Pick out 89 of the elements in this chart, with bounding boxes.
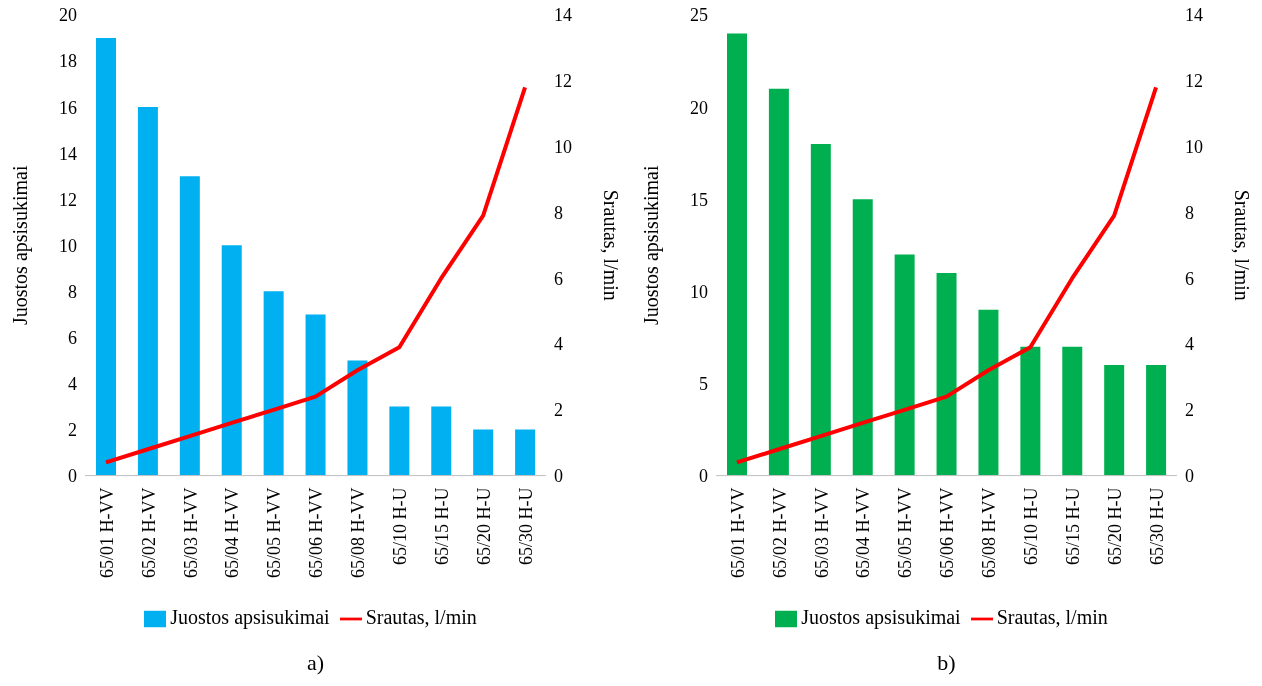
y-tick-label: 2 [68, 419, 77, 440]
x-tick-label: 65/15 H-U [1063, 487, 1084, 566]
y2-axis-title: Srautas, l/min [1230, 189, 1253, 301]
text: b) [936, 650, 957, 676]
x-tick-label: 65/06 H-VV [937, 487, 958, 579]
bar [305, 314, 326, 476]
bar [1104, 365, 1125, 476]
legend-label: Juostos apsisukimai [170, 605, 330, 628]
x-tick-label: 65/02 H-VV [769, 487, 790, 579]
x-tick-label: 65/01 H-VV [727, 487, 748, 579]
y-tick-label: 20 [59, 5, 77, 26]
x-tick-label: 65/08 H-VV [979, 487, 1000, 579]
y2-tick-label: 0 [1185, 465, 1194, 486]
bar [263, 291, 284, 476]
x-tick-label: 65/06 H-VV [306, 487, 327, 579]
legend-label: Juostos apsisukimai [801, 605, 961, 628]
y-tick-label: 10 [690, 281, 708, 302]
y-tick-label: 10 [59, 235, 77, 256]
y-tick-label: 4 [68, 373, 77, 394]
y-tick-label: 12 [59, 189, 77, 210]
y2-tick-label: 4 [1185, 334, 1194, 355]
x-tick-label: 65/04 H-VV [853, 487, 874, 579]
x-tick-label: 65/10 H-U [390, 487, 411, 566]
bar [1146, 365, 1167, 476]
bar [978, 309, 999, 476]
x-tick-label: 65/20 H-U [1104, 487, 1125, 566]
bar [852, 199, 873, 476]
x-tick-label: 65/30 H-U [515, 487, 536, 566]
bar [894, 254, 915, 476]
x-tick-label: 65/03 H-VV [811, 487, 832, 579]
y2-tick-label: 2 [1185, 400, 1194, 421]
bar [473, 429, 494, 476]
x-tick-label: 65/01 H-VV [96, 487, 117, 579]
bar [221, 245, 242, 476]
y2-tick-label: 6 [554, 268, 563, 289]
y2-tick-label: 10 [554, 136, 572, 157]
bar [431, 406, 452, 476]
y-axis-title: Juostos apsisukimai [640, 165, 664, 326]
y-axis-title: Juostos apsisukimai [9, 165, 33, 326]
y2-tick-label: 12 [1185, 71, 1203, 92]
x-tick-label: 65/15 H-U [432, 487, 453, 566]
x-tick-label: 65/03 H-VV [180, 487, 201, 579]
line-series [734, 85, 1159, 465]
bar [96, 38, 116, 476]
y-tick-label: 8 [68, 281, 77, 302]
bar [936, 272, 957, 476]
y-tick-label: 0 [699, 465, 708, 486]
y-tick-label: 16 [59, 97, 77, 118]
bar [179, 176, 200, 476]
y-tick-label: 18 [59, 51, 77, 72]
y-tick-label: 15 [690, 189, 708, 210]
y-tick-label: 14 [59, 143, 77, 164]
y-tick-label: 25 [690, 5, 708, 26]
x-tick-label: 65/30 H-U [1146, 487, 1167, 566]
line-series [103, 85, 528, 465]
y-tick-label: 20 [690, 97, 708, 118]
legend-label: Srautas, l/min [365, 605, 477, 628]
y2-tick-label: 4 [554, 334, 563, 355]
x-tick-label: 65/05 H-VV [264, 487, 285, 579]
x-tick-label: 65/05 H-VV [895, 487, 916, 579]
text: a) [305, 650, 326, 676]
y-tick-label: 0 [68, 465, 77, 486]
y2-tick-label: 8 [1185, 202, 1194, 223]
y-tick-label: 5 [699, 373, 708, 394]
bar [1020, 346, 1041, 476]
y2-tick-label: 8 [554, 202, 563, 223]
x-tick-label: 65/20 H-U [473, 487, 494, 566]
y2-tick-label: 12 [554, 71, 572, 92]
x-tick-label: 65/04 H-VV [222, 487, 243, 579]
y2-axis-title: Srautas, l/min [599, 189, 622, 301]
y2-tick-label: 2 [554, 400, 563, 421]
y2-tick-label: 10 [1185, 136, 1203, 157]
bar [768, 88, 789, 476]
bar [137, 107, 158, 476]
x-tick-label: 65/02 H-VV [138, 487, 159, 579]
bar [1062, 346, 1083, 476]
bar [347, 360, 368, 476]
bar [727, 33, 747, 476]
x-tick-label: 65/08 H-VV [348, 487, 369, 579]
legend-label: Srautas, l/min [996, 605, 1108, 628]
bar [515, 429, 536, 476]
y2-tick-label: 14 [554, 5, 572, 26]
y-tick-label: 6 [68, 327, 77, 348]
bar [389, 406, 410, 476]
bar [810, 143, 831, 476]
y2-tick-label: 6 [1185, 268, 1194, 289]
y2-tick-label: 0 [554, 465, 563, 486]
y2-tick-label: 14 [1185, 5, 1203, 26]
x-tick-label: 65/10 H-U [1021, 487, 1042, 566]
